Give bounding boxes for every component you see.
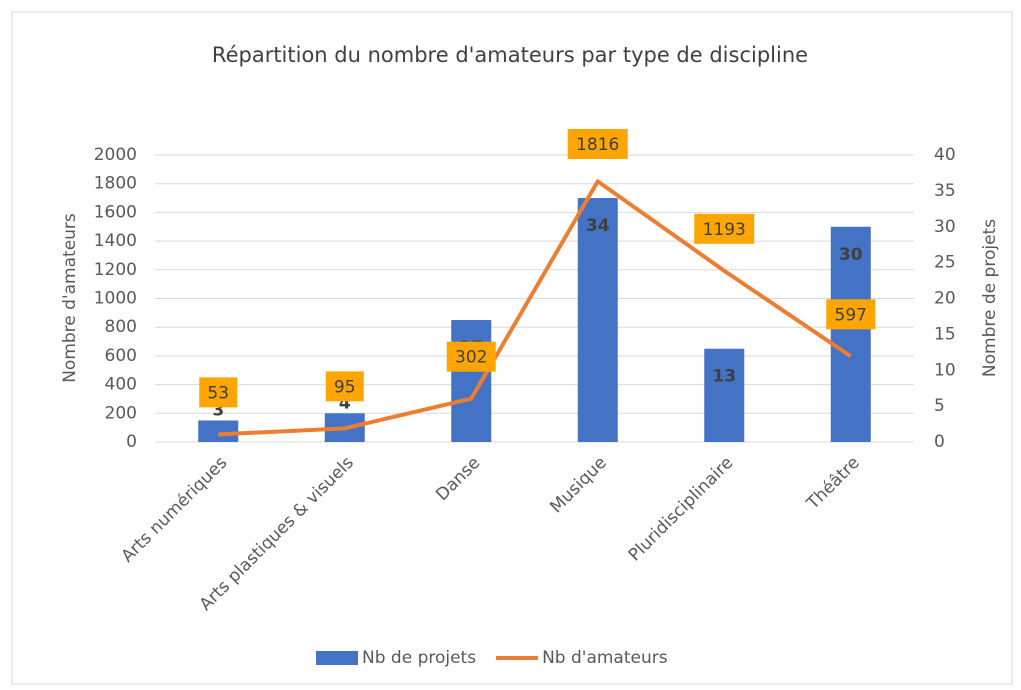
y-tick-label: 1400	[94, 231, 137, 251]
y-tick-label: 0	[126, 432, 137, 452]
y-tick-label: 1200	[94, 260, 137, 280]
chart-title: Répartition du nombre d'amateurs par typ…	[212, 43, 808, 67]
line-value-label: 1816	[576, 135, 619, 155]
y2-tick-label: 10	[934, 360, 956, 380]
bar	[577, 198, 618, 442]
bar-value-label: 3	[212, 400, 224, 420]
bar-value-label: 13	[712, 367, 736, 387]
line-label-box	[325, 371, 364, 402]
legend-label: Nb de projets	[362, 648, 476, 668]
line-label-box	[567, 129, 628, 159]
bar	[830, 226, 871, 442]
y-tick-label: 400	[105, 375, 137, 395]
line-value-label: 302	[455, 348, 487, 368]
line-label-box	[446, 341, 496, 372]
line-value-label: 53	[207, 383, 229, 403]
y2-tick-label: 35	[934, 181, 956, 201]
line-label-box	[199, 377, 238, 408]
y2-axis-title: Nombre de projets	[980, 219, 1000, 377]
y-tick-label: 1800	[94, 174, 137, 194]
y2-tick-label: 0	[934, 432, 945, 452]
bar	[704, 348, 745, 442]
y2-tick-label: 20	[934, 289, 956, 309]
y-tick-label: 200	[105, 403, 137, 423]
y2-tick-label: 40	[934, 145, 956, 165]
line-label-box	[694, 213, 755, 244]
y-tick-label: 2000	[94, 145, 137, 165]
y-tick-label: 1000	[94, 289, 137, 309]
y-tick-label: 1600	[94, 202, 137, 222]
legend-label: Nb d'amateurs	[542, 648, 668, 668]
y-axis-title: Nombre d'amateurs	[60, 213, 80, 383]
y2-tick-label: 25	[934, 253, 956, 273]
line-value-label: 95	[334, 377, 356, 397]
line-series	[218, 179, 852, 437]
bar	[451, 320, 492, 442]
bar-value-label: 34	[586, 216, 610, 236]
legend-swatch	[316, 651, 358, 665]
y-tick-label: 800	[105, 317, 137, 337]
y-tick-label: 600	[105, 346, 137, 366]
y2-tick-label: 30	[934, 217, 956, 237]
bar-value-label: 30	[839, 245, 863, 265]
line-value-label: 1193	[703, 220, 746, 240]
line-value-label: 597	[835, 305, 867, 325]
bar	[198, 420, 239, 442]
y2-tick-label: 15	[934, 324, 956, 344]
line-label-box	[826, 299, 876, 330]
y2-tick-label: 5	[934, 396, 945, 416]
